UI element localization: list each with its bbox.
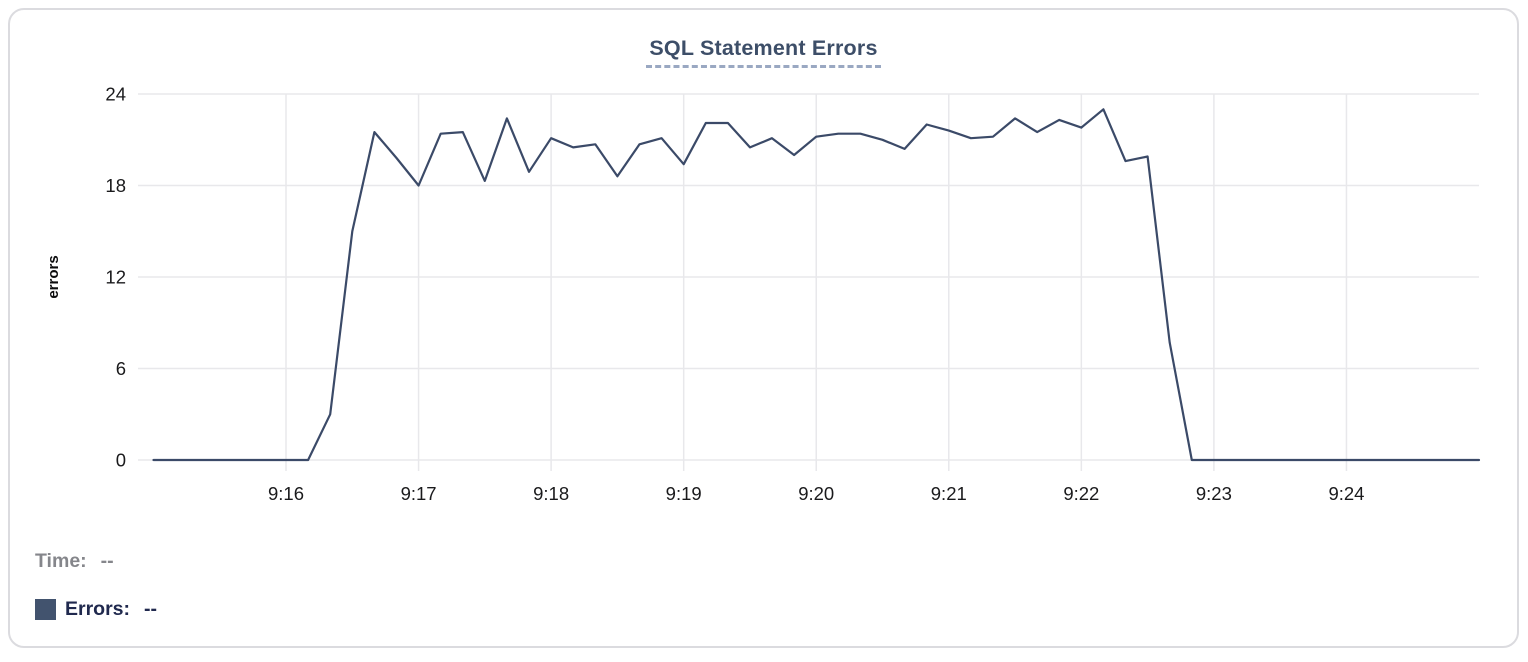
svg-text:9:18: 9:18 [533,483,569,504]
svg-text:9:21: 9:21 [931,483,967,504]
chart-title[interactable]: SQL Statement Errors [646,36,881,68]
svg-text:6: 6 [116,358,126,379]
svg-text:9:20: 9:20 [798,483,834,504]
svg-text:9:24: 9:24 [1328,483,1364,504]
error-chart[interactable]: 0 6 12 18 24 9:16 9:17 9:18 9:19 9:20 9:21 9:22 9:23… [10,10,1528,662]
plot-area[interactable] [138,94,1479,460]
series-layer [152,108,1481,462]
axis-layer: 0 6 12 18 24 9:16 9:17 9:18 9:19 9:20 9:21 9:22 9:23… [45,84,1364,505]
chart-header: SQL Statement Errors [10,36,1517,68]
svg-text:9:19: 9:19 [666,483,702,504]
svg-text:9:16: 9:16 [268,483,304,504]
svg-text:errors: errors [45,255,62,298]
svg-text:9:22: 9:22 [1063,483,1099,504]
grid-layer [138,93,1479,471]
svg-text:18: 18 [105,175,126,196]
legend-errors-value: -- [144,598,158,620]
legend-time-value: -- [100,550,114,572]
legend-row-time: Time: -- [35,550,157,573]
svg-text:9:23: 9:23 [1196,483,1232,504]
svg-text:9:17: 9:17 [401,483,437,504]
hover-legend: Time: -- Errors: -- [35,550,157,621]
svg-text:0: 0 [116,450,126,471]
legend-errors-label: Errors: [65,598,131,620]
legend-time-label: Time: [35,550,87,572]
chart-card: SQL Statement Errors 0 6 12 18 24 9:16 9:17 9:1… [8,8,1519,648]
svg-text:24: 24 [105,84,126,105]
legend-row-errors[interactable]: Errors: -- [35,598,157,621]
errors-series-swatch-icon [35,599,56,620]
svg-text:12: 12 [105,267,126,288]
